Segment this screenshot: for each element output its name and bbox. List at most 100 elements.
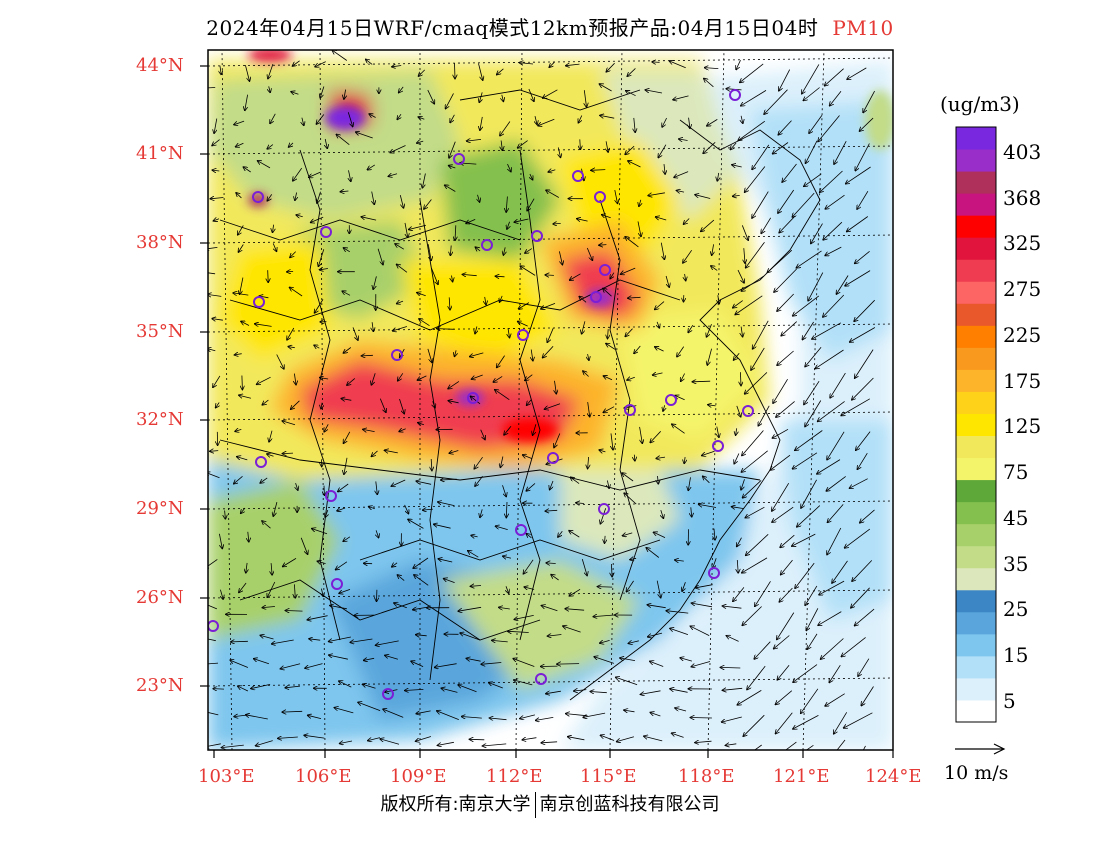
wind-arrow: [862, 745, 866, 750]
wind-arrow: [495, 390, 510, 401]
wind-arrow: [742, 430, 764, 456]
wind-arrow: [577, 219, 588, 221]
wind-arrow: [541, 742, 558, 743]
lon-label: 121°E: [773, 766, 830, 787]
wind-arrow: [239, 582, 247, 592]
wind-arrow: [499, 607, 510, 609]
wind-arrow: [817, 459, 841, 474]
wind-arrow: [480, 509, 482, 517]
wind-arrow: [293, 60, 300, 66]
wind-arrow: [847, 67, 867, 79]
wind-arrow: [701, 219, 715, 231]
colorbar-swatch: [956, 237, 996, 260]
station-marker: [331, 578, 343, 590]
wind-arrow: [424, 199, 432, 210]
wind-arrow: [243, 167, 251, 173]
wind-arrow: [289, 143, 294, 147]
wind-arrow: [416, 635, 427, 636]
wind-arrow: [446, 93, 454, 108]
wind-arrow: [582, 321, 586, 334]
wind-arrow: [655, 347, 664, 352]
wind-arrow: [208, 559, 218, 568]
wind-arrow: [672, 733, 684, 738]
wind-arrow: [527, 399, 532, 405]
wind-arrow: [452, 275, 453, 282]
wind-arrow: [547, 328, 554, 342]
wind-arrow: [558, 530, 563, 537]
wind-arrow: [219, 533, 222, 549]
wind-arrow: [826, 476, 846, 491]
wind-arrow: [648, 192, 665, 196]
wind-arrow: [520, 266, 536, 276]
lon-label: 112°E: [486, 766, 543, 787]
wind-arrow: [546, 458, 563, 464]
wind-arrow: [543, 346, 554, 357]
wind-arrow: [329, 655, 348, 660]
colorbar-swatch: [956, 149, 996, 172]
station-marker: [255, 456, 267, 468]
wind-arrow: [782, 163, 797, 182]
wind-arrow: [610, 272, 614, 279]
wind-arrow: [821, 638, 844, 660]
wind-arrow: [416, 481, 432, 485]
wind-arrow: [781, 321, 797, 336]
wind-arrow: [599, 450, 606, 452]
wind-arrow: [434, 524, 451, 529]
wind-arrow: [606, 62, 615, 72]
wind-arrow: [684, 457, 685, 463]
wind-arrow: [296, 215, 303, 217]
wind-arrow: [216, 402, 220, 408]
wind-arrow: [404, 222, 408, 238]
wind-arrow: [251, 684, 271, 688]
copyright-right: 南京创蓝科技有限公司: [539, 794, 720, 815]
wind-arrow: [392, 66, 402, 67]
colorbar-swatch: [956, 677, 996, 701]
wind-arrow: [392, 563, 398, 567]
wind-arrow: [399, 86, 404, 93]
copyright-left: 版权所有:南京大学: [380, 794, 531, 815]
wind-arrow: [366, 59, 373, 65]
wind-arrow: [317, 191, 321, 203]
wind-arrow: [855, 143, 870, 171]
wind-arrow: [385, 450, 398, 453]
title-main: 2024年04月15日WRF/cmaq模式12km预报产品:04月15日04时: [206, 16, 819, 40]
wind-arrow: [796, 250, 822, 268]
wind-arrow: [466, 658, 481, 662]
wind-arrow: [815, 349, 844, 369]
wind-arrow: [734, 353, 740, 360]
wind-arrow: [508, 163, 511, 172]
wind-arrow: [669, 61, 686, 69]
wind-arrow: [617, 736, 635, 742]
colorbar-swatch: [956, 589, 996, 613]
colorbar-label: 5: [1003, 689, 1016, 713]
wind-arrow: [507, 221, 510, 229]
wind-arrow: [458, 606, 482, 611]
wind-arrow: [295, 192, 297, 201]
wind-arrow: [236, 193, 242, 199]
wind-arrow: [344, 89, 346, 99]
wind-arrow: [546, 563, 556, 564]
wind-arrow: [395, 244, 405, 250]
wind-arrow: [427, 348, 432, 363]
wind-arrow: [827, 431, 845, 460]
lat-label: 44°N: [136, 55, 184, 76]
wind-arrow: [647, 605, 666, 609]
wind-arrow: [413, 607, 427, 609]
wind-arrow: [854, 299, 875, 321]
wind-arrow: [696, 584, 713, 588]
wind-arrow: [650, 431, 661, 442]
wind-arrow: [695, 195, 711, 199]
wind-arrow: [692, 381, 711, 382]
wind-arrow: [285, 686, 301, 688]
wind-arrow: [675, 560, 684, 561]
wind-arrow: [639, 426, 643, 443]
wind-arrow: [390, 145, 406, 153]
lat-label: 23°N: [136, 675, 184, 696]
wind-arrow: [455, 350, 457, 356]
wind-arrow: [755, 581, 771, 606]
wind-arrow: [805, 347, 822, 366]
wind-arrow: [347, 378, 356, 385]
wind-arrow: [665, 275, 669, 287]
wind-arrow: [735, 295, 763, 315]
wind-arrow: [738, 120, 766, 140]
